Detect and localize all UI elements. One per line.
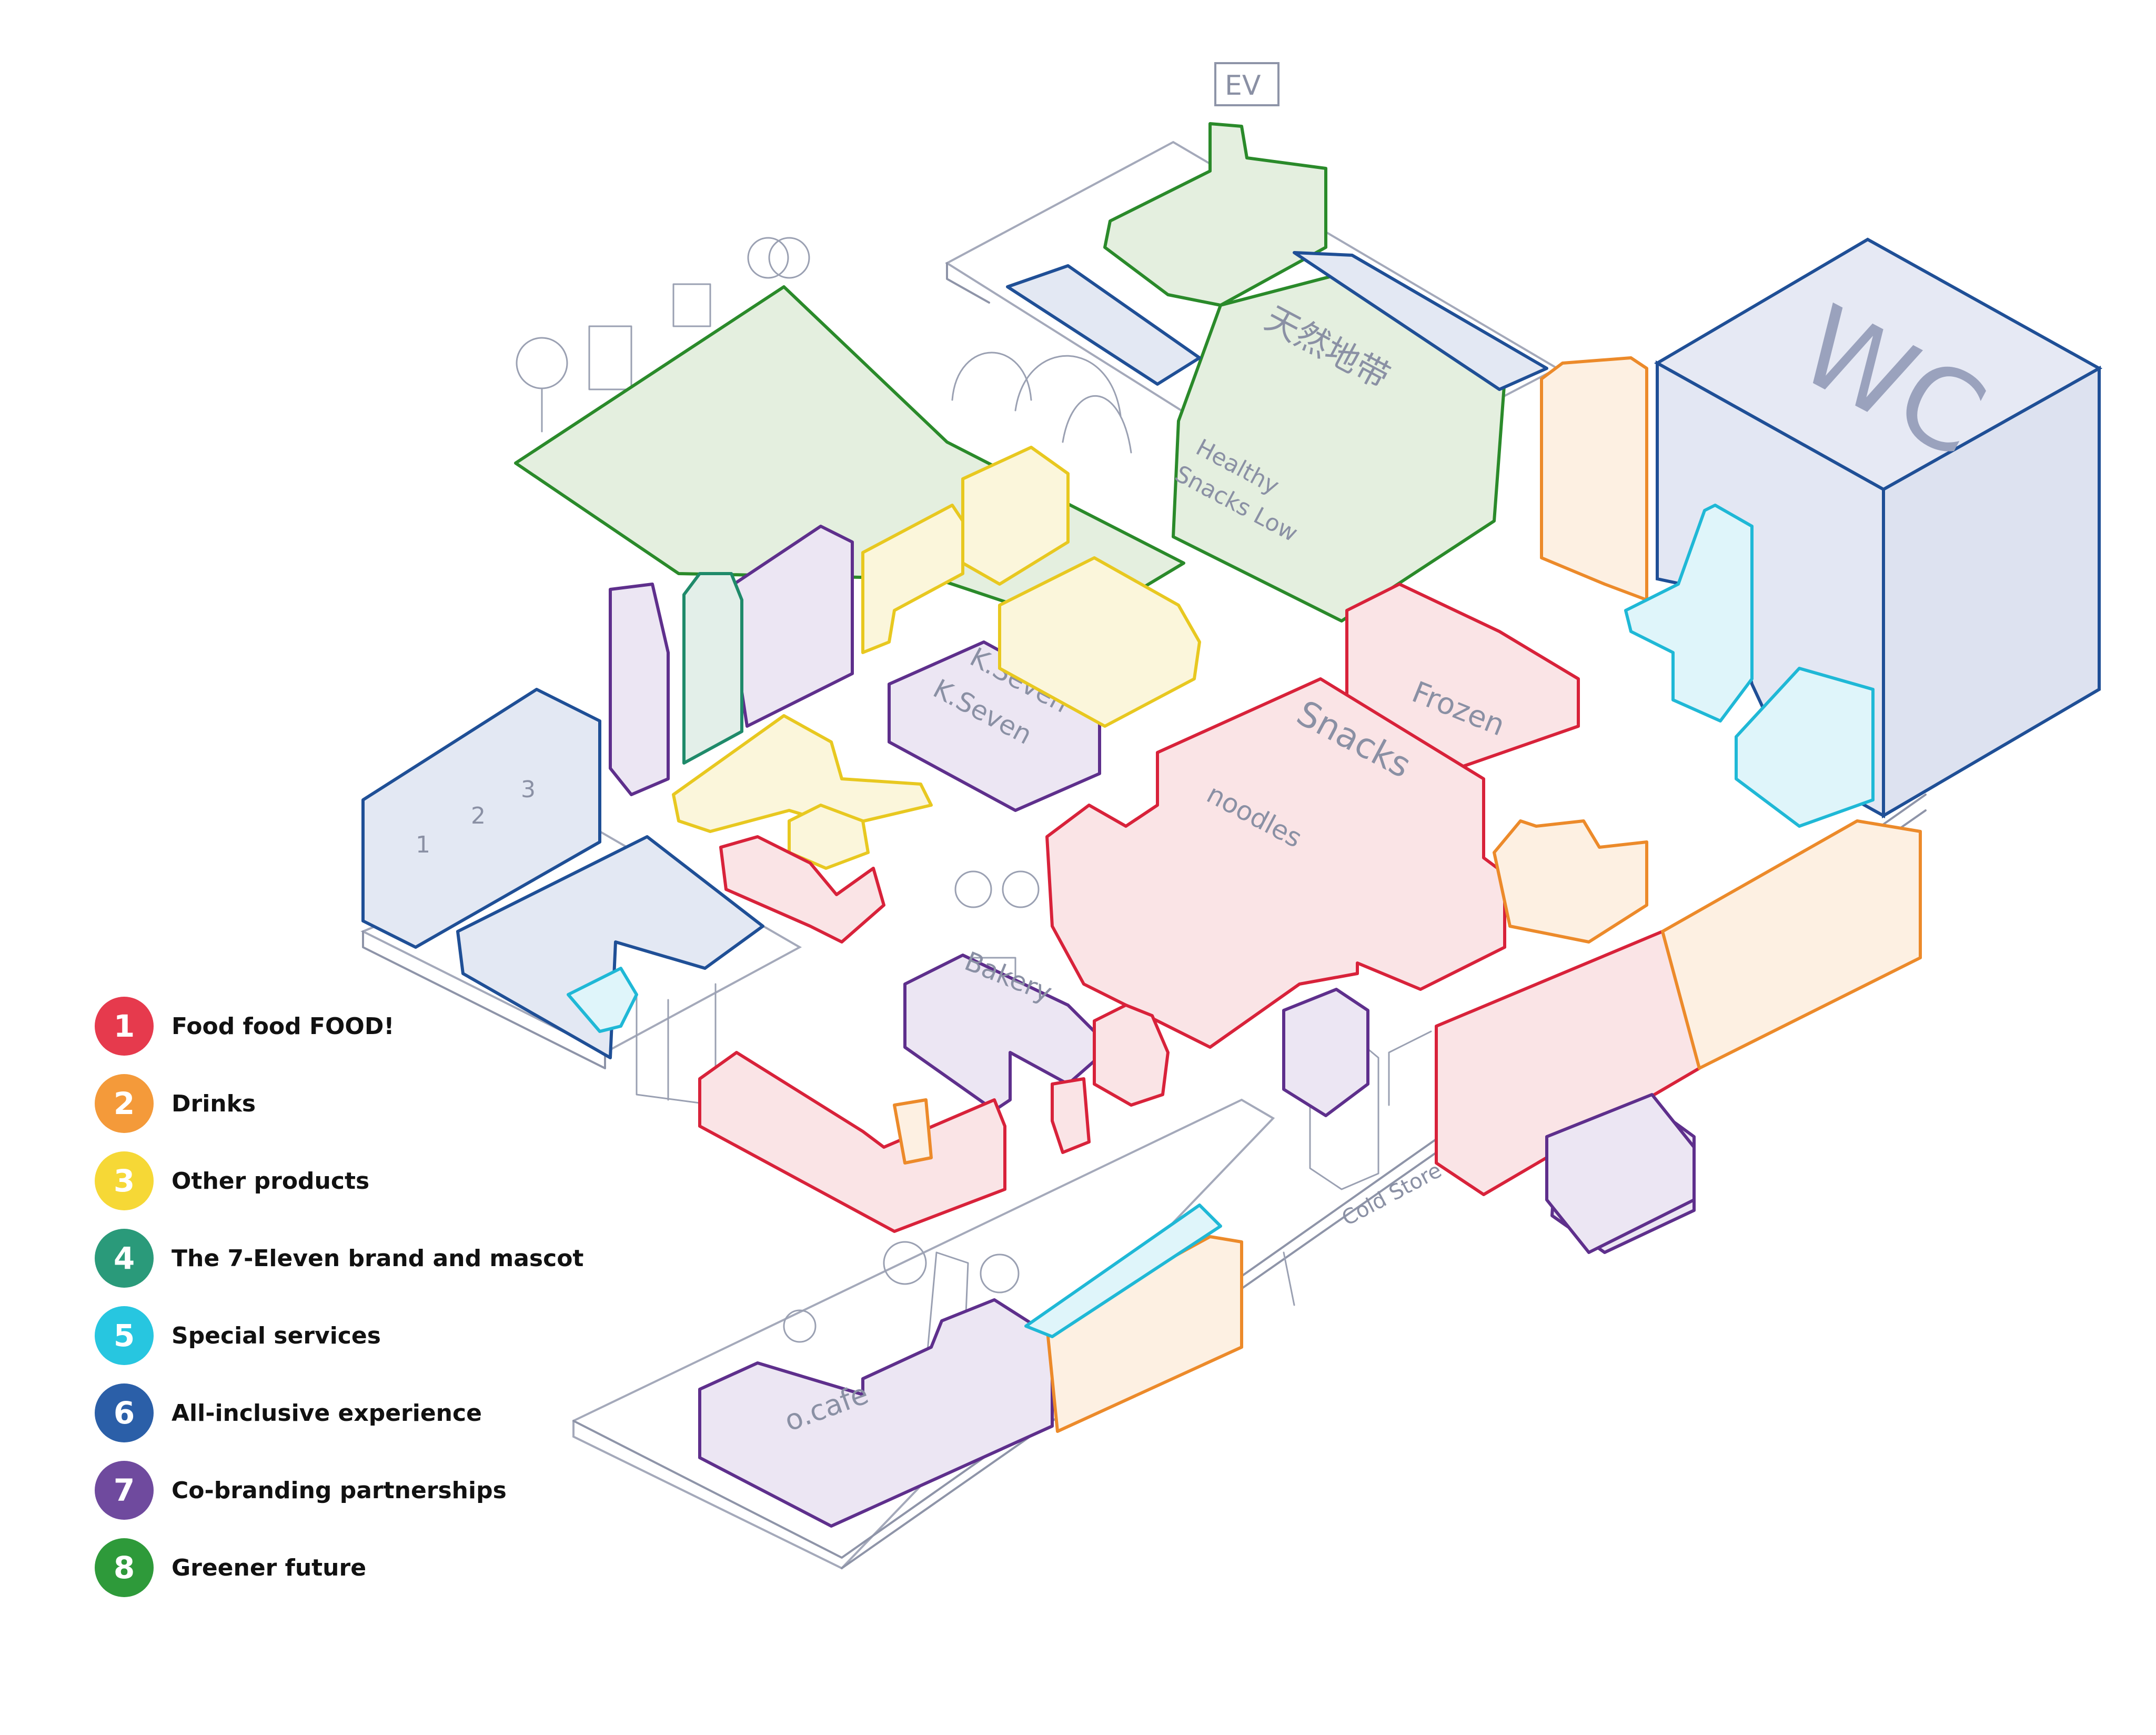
zone-all-inclusive: 1 2 3 [361, 251, 1548, 1059]
zone-drinks [893, 356, 1922, 1433]
sketch-details [516, 237, 1432, 1390]
legend-label-brand-mascot: The 7-Eleven brand and mascot [172, 1245, 584, 1272]
locker-3-label: 3 [521, 776, 536, 803]
legend-number-5: 5 [95, 1306, 154, 1365]
legend-label-special-services: Special services [172, 1322, 381, 1349]
wc-block: WC [1654, 237, 2103, 819]
legend-item-all-inclusive: 6 All-inclusive experience [95, 1381, 621, 1445]
legend-number-7: 7 [95, 1461, 154, 1520]
legend-number-3: 3 [95, 1151, 154, 1210]
legend-label-co-branding: Co-branding partnerships [172, 1477, 507, 1504]
legend-number-4: 4 [95, 1229, 154, 1288]
legend-number-1: 1 [95, 997, 154, 1056]
legend-item-brand-mascot: 4 The 7-Eleven brand and mascot [95, 1227, 621, 1290]
cold-store-label: Cold Store [1338, 1158, 1446, 1231]
legend-number-6: 6 [95, 1383, 154, 1442]
zone-brand-mascot [682, 572, 743, 765]
legend-label-other-products: Other products [172, 1167, 370, 1195]
legend-item-drinks: 2 Drinks [95, 1072, 621, 1135]
legend-number-8: 8 [95, 1538, 154, 1597]
legend-label-all-inclusive: All-inclusive experience [172, 1399, 482, 1427]
legend-item-greener-future: 8 Greener future [95, 1536, 621, 1599]
zone-food: Frozen Snacks noodles [698, 583, 1701, 1233]
legend-item-food: 1 Food food FOOD! [95, 995, 621, 1058]
legend-label-greener-future: Greener future [172, 1554, 367, 1581]
legend-item-co-branding: 7 Co-branding partnerships [95, 1459, 621, 1522]
legend-label-drinks: Drinks [172, 1090, 256, 1117]
zone-other-products [672, 446, 1201, 870]
legend-label-food: Food food FOOD! [172, 1012, 395, 1040]
locker-2-label: 2 [471, 803, 486, 829]
legend-item-other-products: 3 Other products [95, 1149, 621, 1212]
legend-number-2: 2 [95, 1074, 154, 1133]
legend-item-special-services: 5 Special services [95, 1304, 621, 1367]
locker-1-label: 1 [416, 831, 430, 858]
zone-co-branding-hexagon [1545, 1093, 1696, 1254]
ev-sign-label: EV [1225, 70, 1261, 102]
